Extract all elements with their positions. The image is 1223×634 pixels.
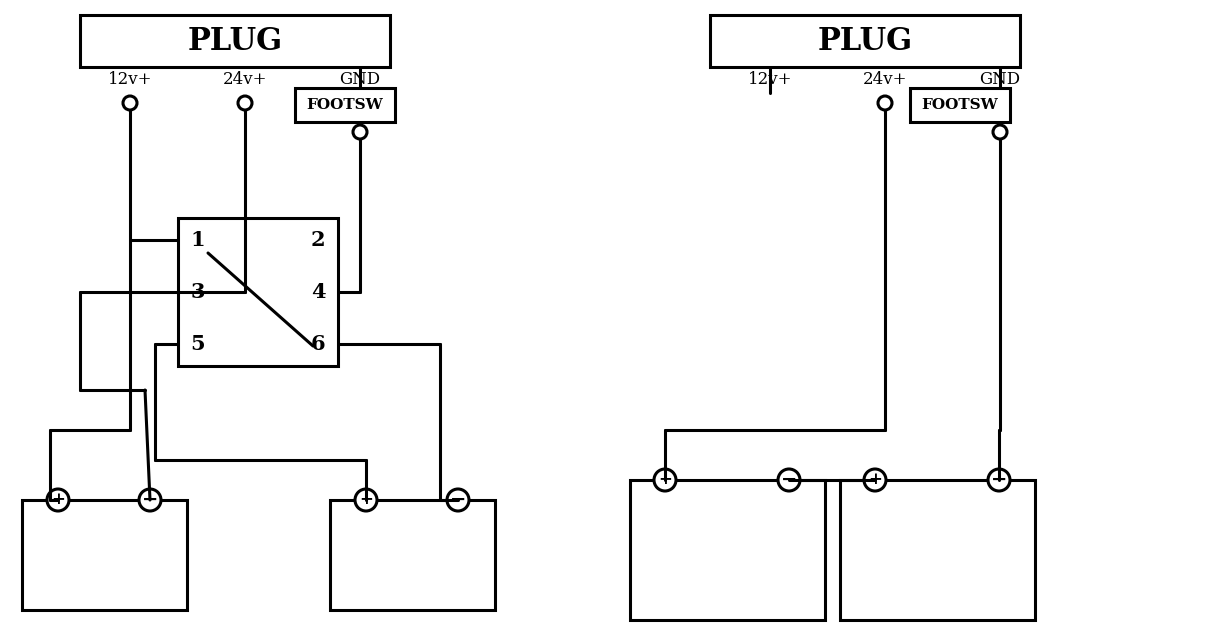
Bar <box>711 15 1020 67</box>
Circle shape <box>139 489 161 511</box>
Circle shape <box>238 96 252 110</box>
Text: 2: 2 <box>311 230 325 250</box>
Circle shape <box>993 125 1007 139</box>
Bar <box>630 480 826 620</box>
Bar <box>330 500 495 610</box>
Bar <box>840 480 1035 620</box>
Text: PLUG: PLUG <box>817 25 912 56</box>
Text: +: + <box>658 472 671 489</box>
Bar <box>295 88 395 122</box>
Bar <box>79 15 390 67</box>
Circle shape <box>988 469 1010 491</box>
Text: 24v+: 24v+ <box>223 72 268 89</box>
Text: +: + <box>360 491 373 508</box>
Circle shape <box>778 469 800 491</box>
Circle shape <box>878 96 892 110</box>
Text: FOOTSW: FOOTSW <box>307 98 383 112</box>
Circle shape <box>124 96 137 110</box>
Text: 12v+: 12v+ <box>747 72 793 89</box>
Text: −: − <box>142 491 158 509</box>
Text: −: − <box>780 471 797 489</box>
Text: 3: 3 <box>191 282 205 302</box>
Bar <box>22 500 187 610</box>
Text: −: − <box>991 471 1008 489</box>
Bar <box>910 88 1010 122</box>
Text: 1: 1 <box>191 230 205 250</box>
Text: −: − <box>450 491 466 509</box>
Text: +: + <box>51 491 65 508</box>
Circle shape <box>863 469 885 491</box>
Bar <box>179 218 338 366</box>
Circle shape <box>46 489 68 511</box>
Text: FOOTSW: FOOTSW <box>922 98 998 112</box>
Text: 6: 6 <box>311 334 325 354</box>
Text: GND: GND <box>340 72 380 89</box>
Text: 5: 5 <box>191 334 205 354</box>
Circle shape <box>446 489 468 511</box>
Text: 12v+: 12v+ <box>108 72 152 89</box>
Circle shape <box>355 489 377 511</box>
Circle shape <box>654 469 676 491</box>
Text: +: + <box>868 472 882 489</box>
Text: PLUG: PLUG <box>187 25 283 56</box>
Text: 4: 4 <box>311 282 325 302</box>
Text: 24v+: 24v+ <box>862 72 907 89</box>
Circle shape <box>353 125 367 139</box>
Text: GND: GND <box>980 72 1020 89</box>
